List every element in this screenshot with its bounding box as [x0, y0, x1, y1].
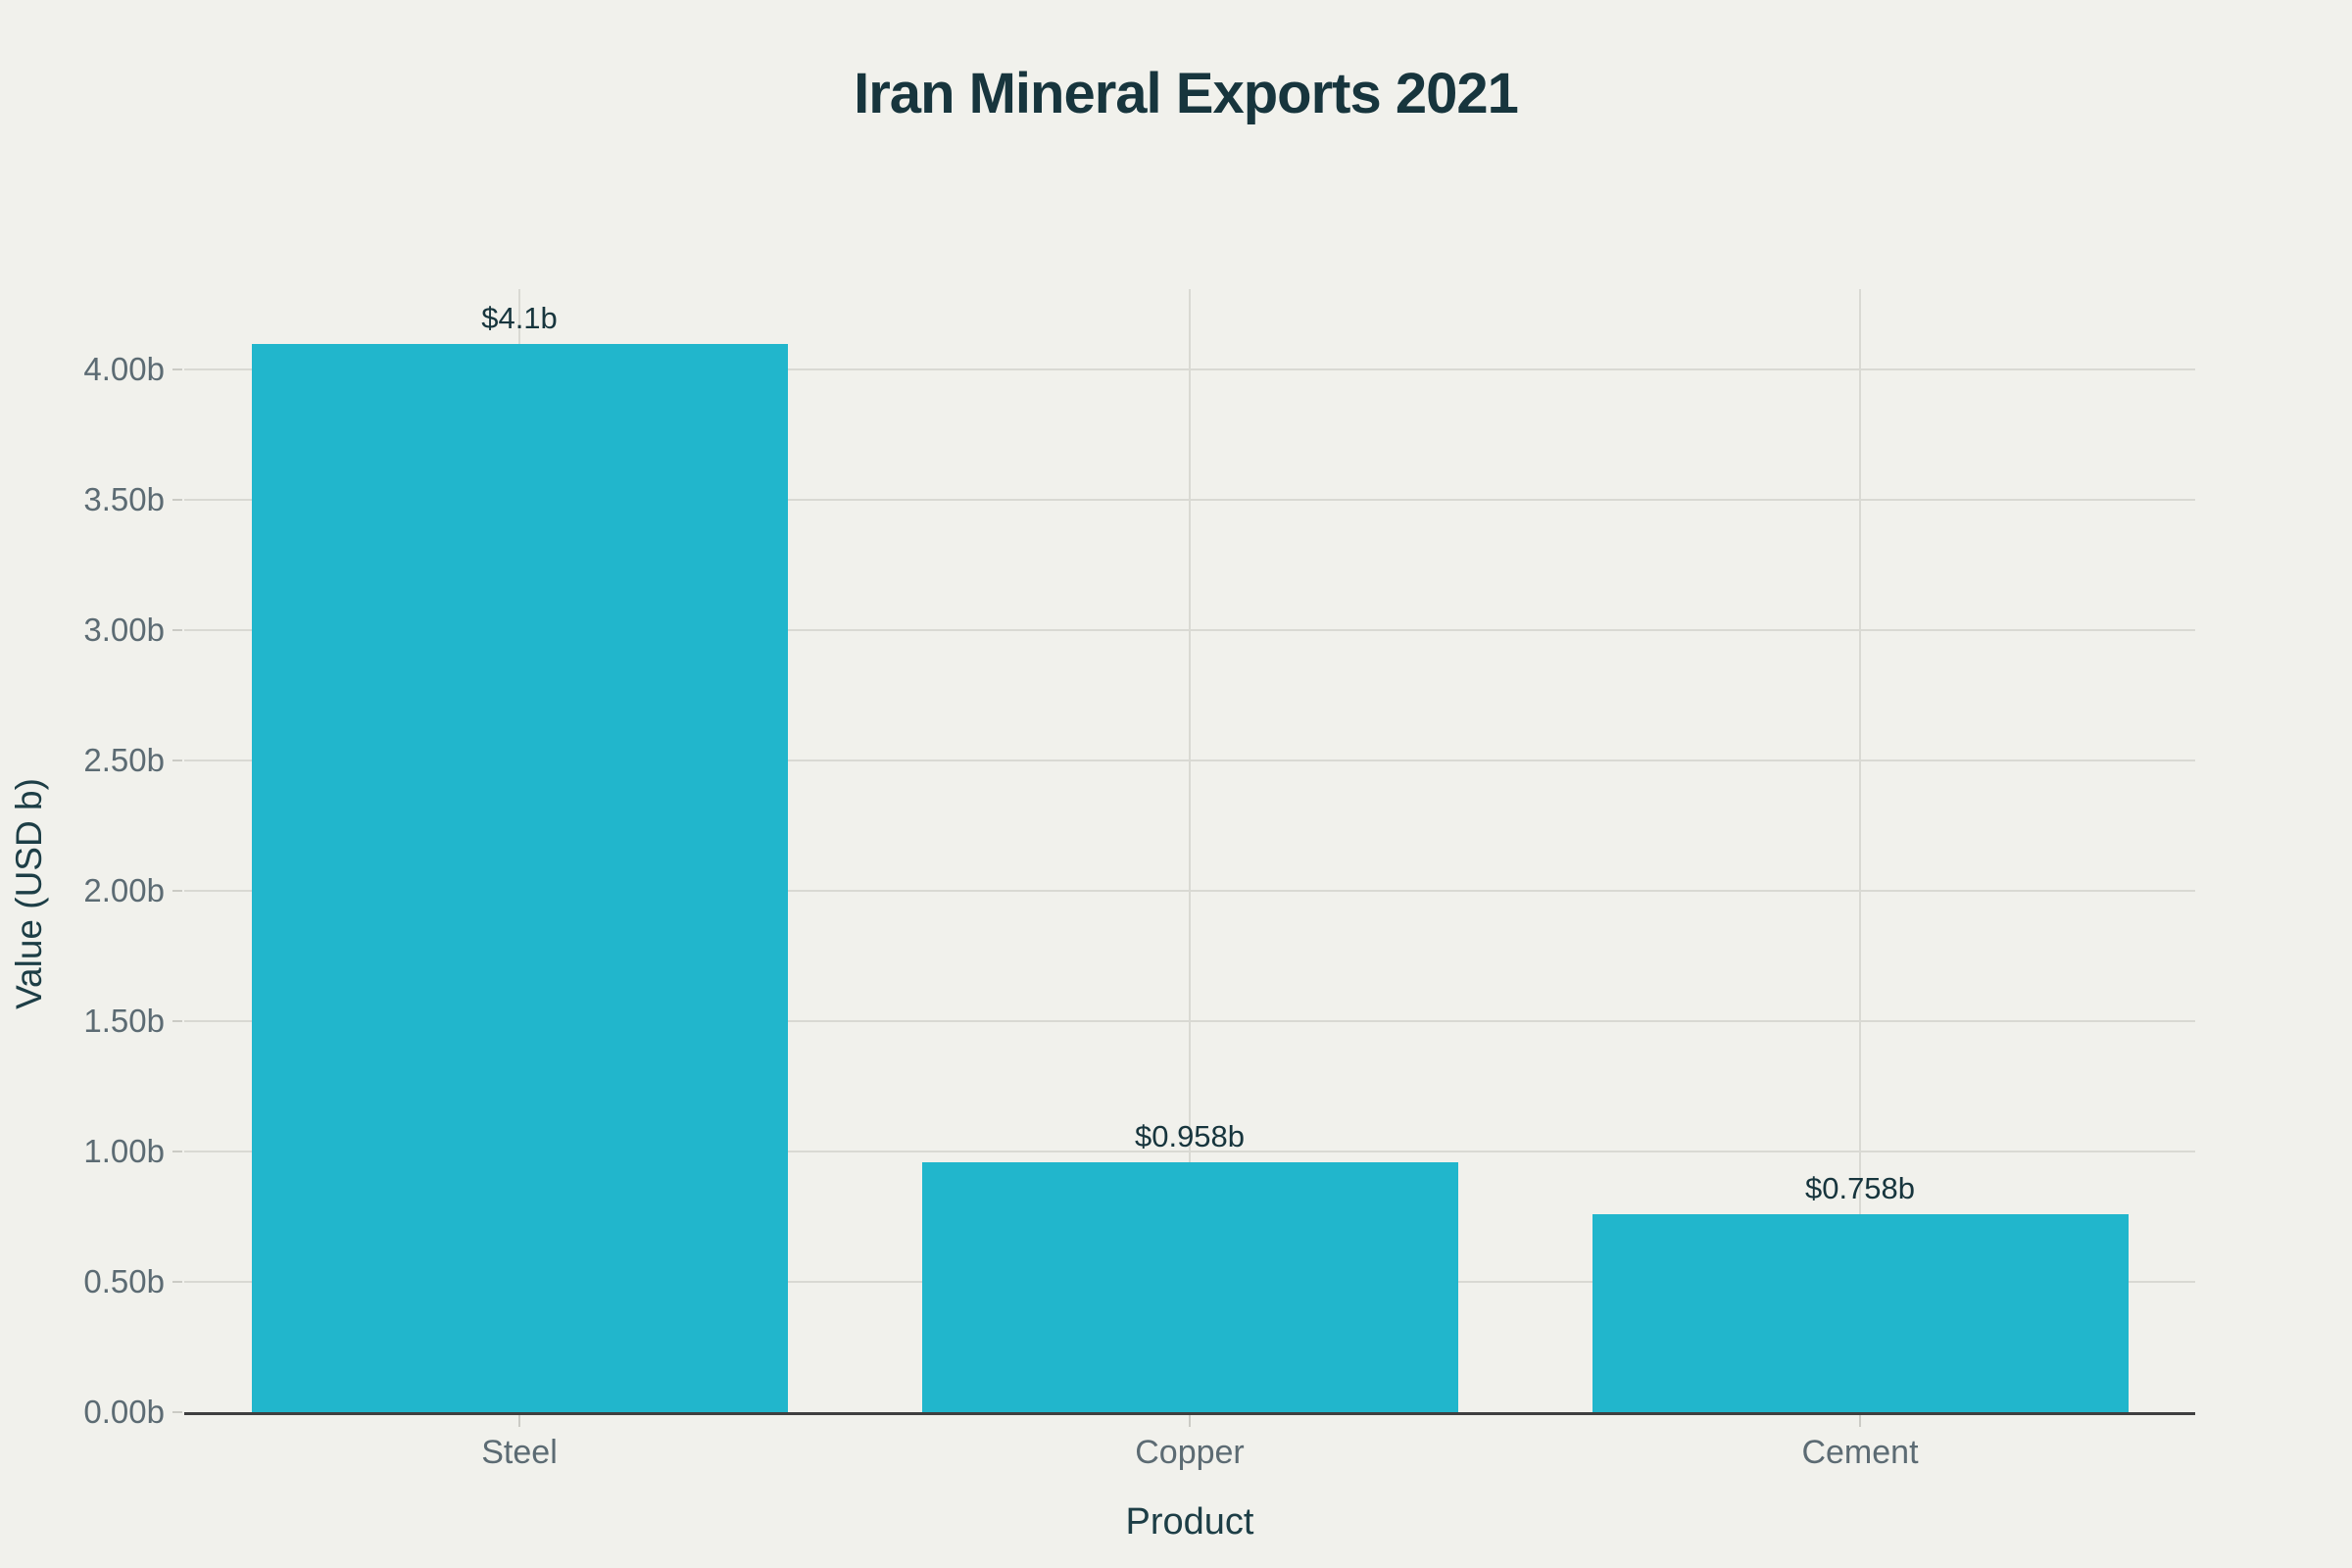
y-tick-label: 3.50b	[83, 481, 165, 518]
y-tick-mark	[172, 1151, 182, 1153]
x-tick-label-steel: Steel	[481, 1434, 558, 1471]
bar-value-label: $4.1b	[481, 300, 558, 335]
x-tick-mark	[1859, 1415, 1861, 1427]
x-axis-title: Product	[1125, 1501, 1254, 1543]
bar-cement	[1592, 1214, 2129, 1412]
x-tick-mark	[518, 1415, 520, 1427]
y-axis-title: Value (USD b)	[9, 778, 49, 1009]
bar-copper	[921, 1162, 1458, 1412]
y-tick-label: 4.00b	[83, 351, 165, 388]
y-tick-mark	[172, 499, 182, 502]
bar-value-label: $0.958b	[1134, 1119, 1246, 1154]
bar-value-label: $0.758b	[1804, 1171, 1916, 1206]
y-tick-mark	[172, 368, 182, 371]
y-tick-label: 1.50b	[83, 1003, 165, 1040]
x-tick-label-cement: Cement	[1801, 1434, 1919, 1471]
y-tick-label: 0.50b	[83, 1263, 165, 1300]
y-tick-mark	[172, 760, 182, 762]
chart-title: Iran Mineral Exports 2021	[854, 62, 1519, 125]
y-tick-label: 3.00b	[83, 612, 165, 649]
y-tick-mark	[172, 629, 182, 632]
x-tick-label-copper: Copper	[1135, 1434, 1245, 1471]
y-tick-label: 1.00b	[83, 1133, 165, 1170]
y-tick-label: 2.00b	[83, 872, 165, 909]
vertical-gridline	[1189, 289, 1191, 1412]
bar-steel	[251, 343, 788, 1412]
vertical-gridline	[1859, 289, 1861, 1412]
y-tick-mark	[172, 1411, 182, 1413]
x-axis-line	[184, 1412, 2195, 1415]
plot-area: 0.00b 0.50b 1.00b 1.50b 2.00b 2.50b 3.00b 3.50b…	[83, 289, 2195, 1471]
y-tick-mark	[172, 1281, 182, 1284]
y-tick-label: 2.50b	[83, 742, 165, 779]
y-tick-label: 0.00b	[83, 1394, 165, 1430]
y-tick-mark	[172, 1020, 182, 1023]
y-tick-mark	[172, 890, 182, 893]
x-tick-mark	[1189, 1415, 1191, 1427]
